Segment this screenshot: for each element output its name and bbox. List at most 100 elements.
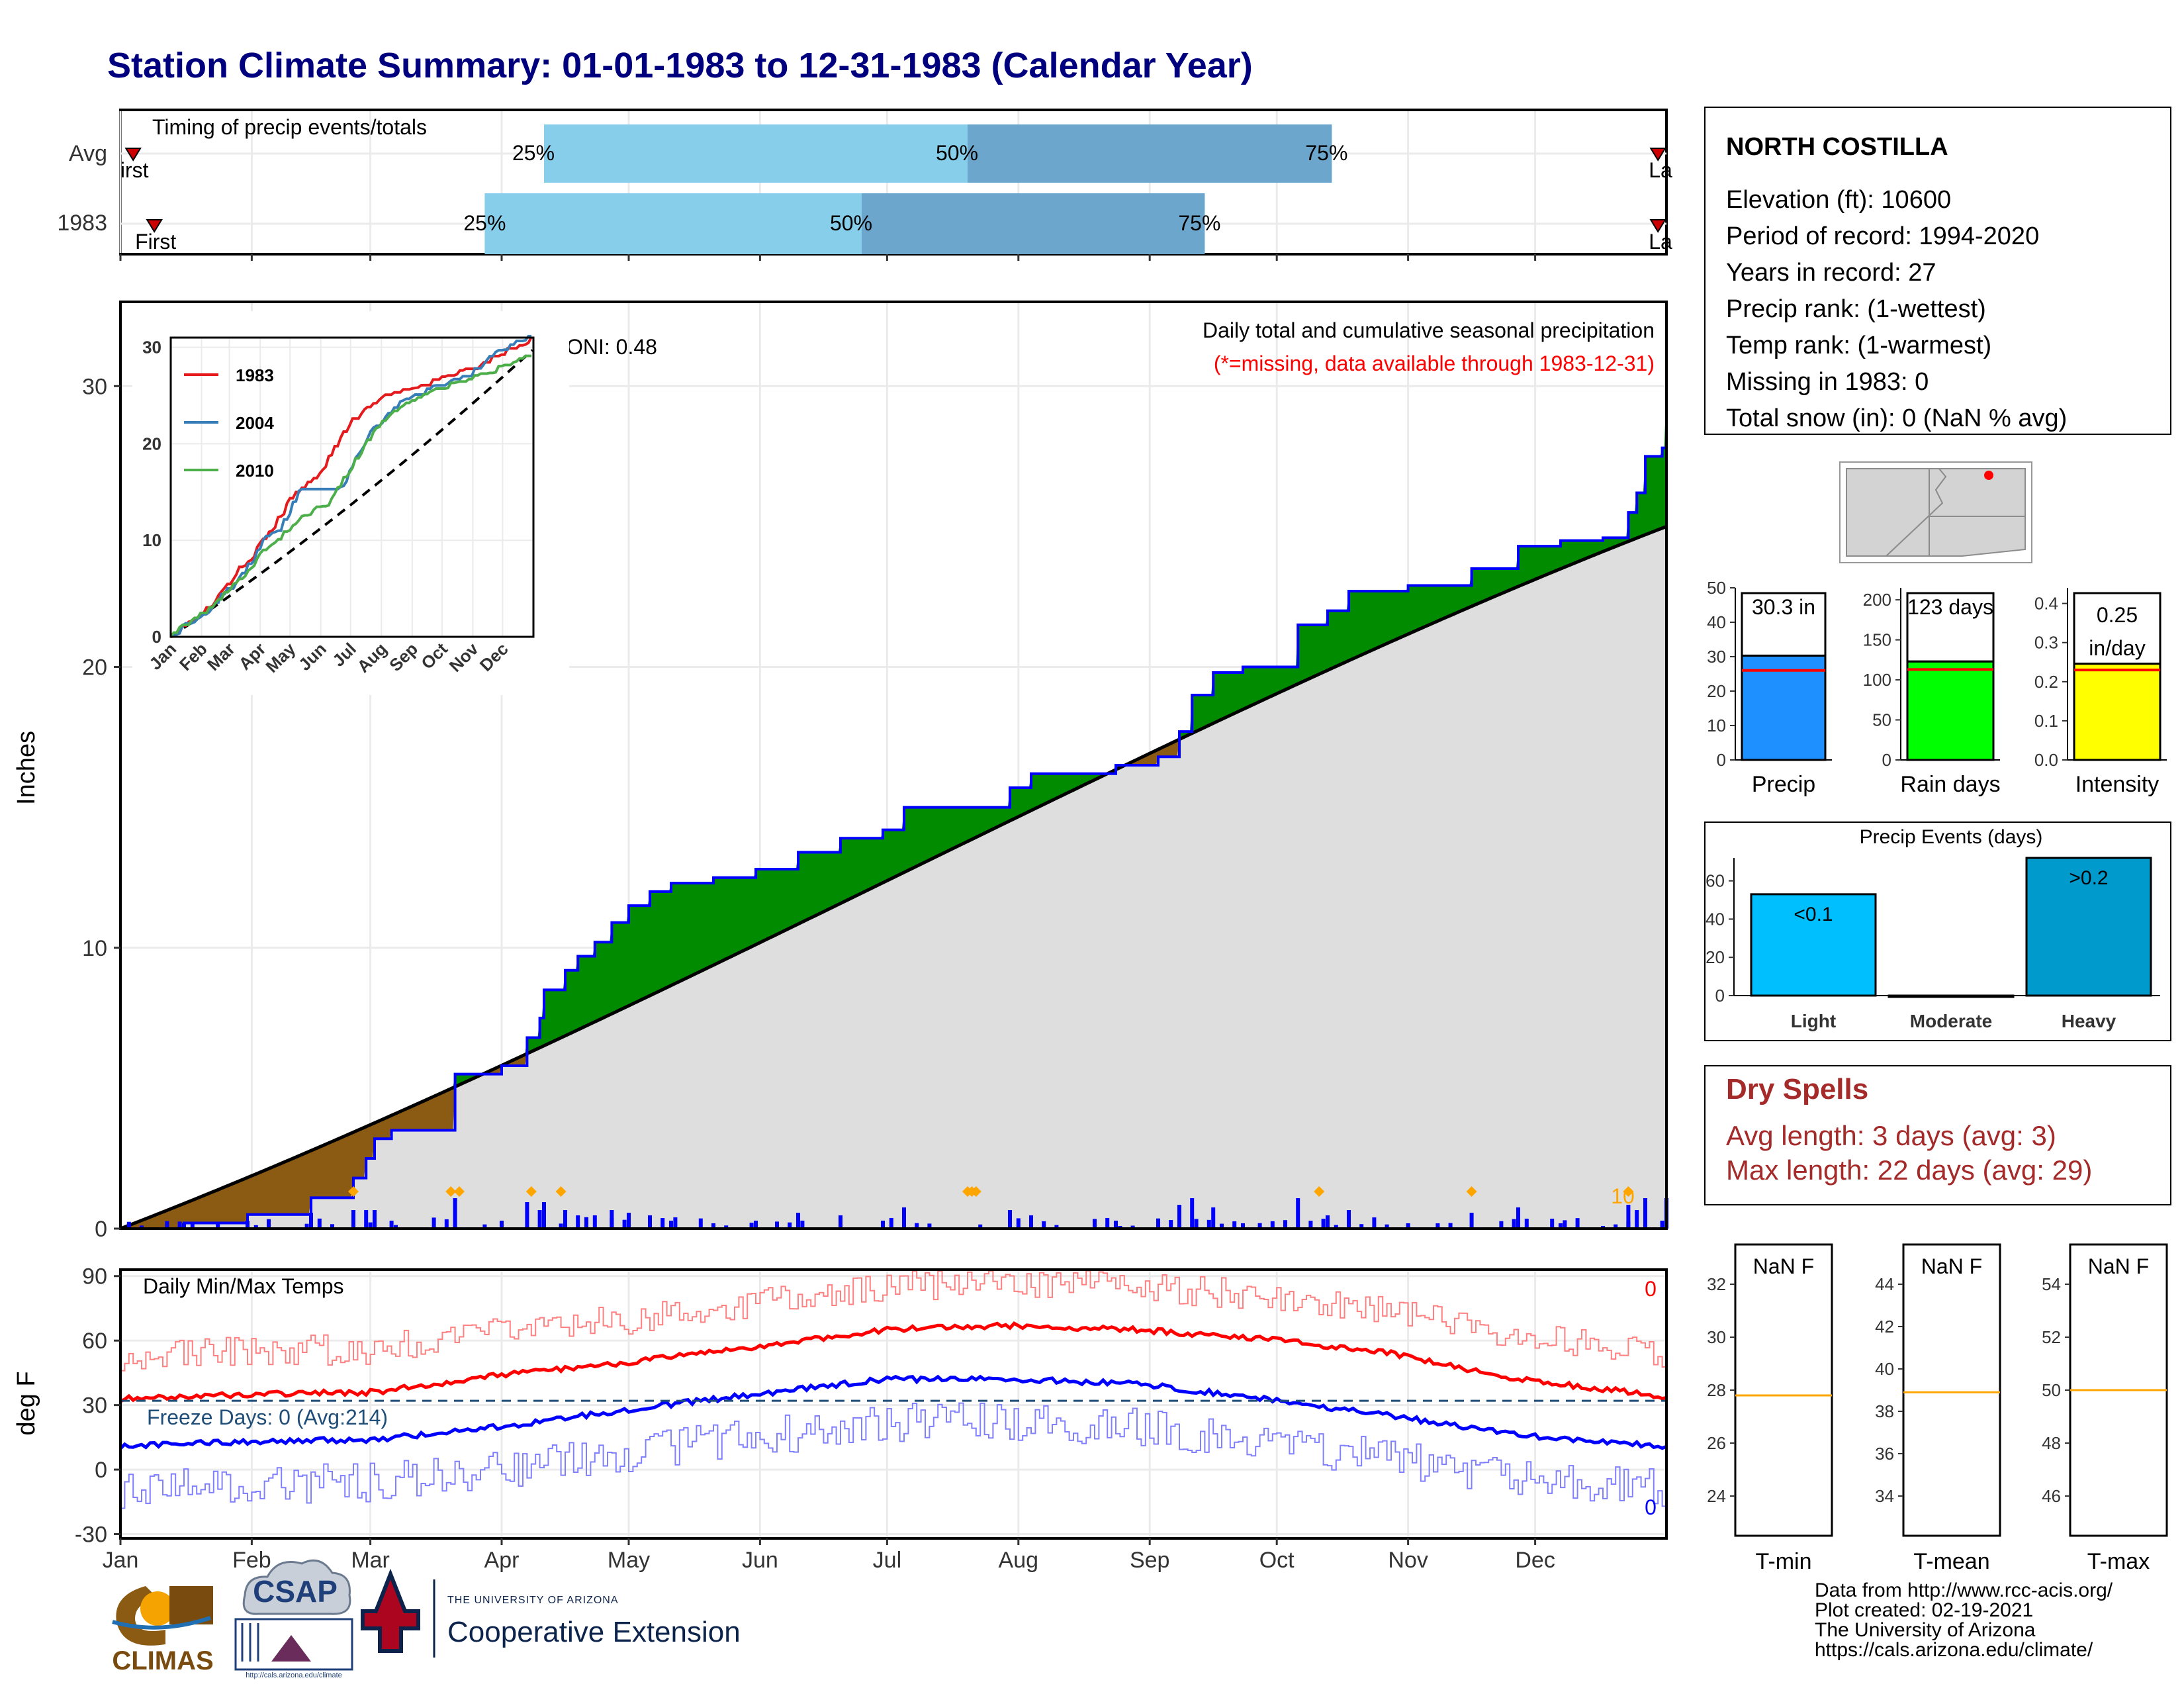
summary-value-box bbox=[1906, 592, 1995, 663]
station-name: NORTH COSTILLA bbox=[1726, 133, 1948, 161]
temp-box-ytick-label: 54 bbox=[2042, 1274, 2061, 1294]
summary-value-box bbox=[2073, 592, 2161, 665]
temp-box-ytick-label: 40 bbox=[1875, 1359, 1894, 1379]
events-bar-label: <0.1 bbox=[1794, 904, 1833, 925]
daily-precip-bar bbox=[364, 1210, 369, 1229]
month-label: Apr bbox=[484, 1548, 520, 1573]
daily-precip-bar bbox=[788, 1222, 792, 1229]
precip-panel: 0 10 20 30 Inches ONI: 0.48 Daily total and… bbox=[13, 301, 1668, 1242]
station-info-line: Years in record: 27 bbox=[1726, 259, 1936, 287]
month-label: Mar bbox=[351, 1548, 390, 1573]
daily-precip-bar bbox=[368, 1222, 373, 1229]
inset-series-2010 bbox=[169, 354, 531, 638]
daily-precip-bar bbox=[537, 1210, 542, 1229]
timing-pct-label: 50% bbox=[830, 211, 872, 235]
temp-box-label: T-min bbox=[1756, 1549, 1812, 1574]
dry-spells-box: Dry Spells Avg length: 3 days (avg: 3) M… bbox=[1704, 1065, 2171, 1205]
summary-ytick-label: 0 bbox=[1717, 750, 1726, 770]
extreme-event-marker bbox=[966, 1186, 978, 1197]
daily-precip-bar bbox=[1042, 1221, 1046, 1229]
temp-ytick-label: 90 bbox=[82, 1264, 107, 1289]
timing-bar-q3 bbox=[862, 193, 1205, 254]
timing-row-year: 1983 bbox=[57, 211, 107, 236]
month-label: Jun bbox=[742, 1548, 778, 1573]
average-min-temp-line bbox=[119, 1374, 1667, 1450]
summary-ytick-label: 100 bbox=[1863, 670, 1891, 690]
timing-pct-label: 75% bbox=[1178, 211, 1220, 235]
timing-pct-label: 25% bbox=[512, 141, 555, 165]
university-of-arizona-logo: THE UNIVERSITY OF ARIZONA Cooperative Ex… bbox=[361, 1568, 741, 1658]
month-label: Nov bbox=[1388, 1548, 1428, 1573]
events-ytick-label: 20 bbox=[1706, 947, 1725, 967]
timing-bar-q3 bbox=[968, 124, 1332, 183]
inset-chart: 0102030JanFebMarAprMayJunJulAugSepOctNov… bbox=[132, 311, 569, 695]
climas-logo: CLIMAS bbox=[112, 1586, 214, 1675]
dry-spells-title: Dry Spells bbox=[1726, 1073, 1868, 1105]
daily-precip-bar bbox=[800, 1220, 805, 1229]
precip-ylabel: Inches bbox=[13, 731, 40, 805]
temp-box-ytick-label: 26 bbox=[1707, 1433, 1726, 1453]
inset-ytick-label: 30 bbox=[142, 338, 161, 357]
daily-precip-bar bbox=[915, 1223, 919, 1229]
credit-line-4: https://cals.arizona.edu/climate/ bbox=[1815, 1639, 2093, 1661]
precip-ytick-label: 20 bbox=[82, 655, 107, 680]
month-label: Sep bbox=[1130, 1548, 1170, 1573]
precip-panel-title: Daily total and cumulative seasonal prec… bbox=[1203, 318, 1655, 342]
events-category-label: Moderate bbox=[1910, 1011, 1992, 1031]
last-event-marker bbox=[1649, 148, 1666, 162]
daily-precip-bar bbox=[1114, 1221, 1118, 1229]
timing-pct-label: 75% bbox=[1305, 141, 1347, 165]
inset-average-line bbox=[169, 349, 533, 638]
daily-precip-bar bbox=[1516, 1207, 1520, 1229]
temp-box-label: T-max bbox=[2087, 1549, 2150, 1574]
station-info-line: Total snow (in): 0 (NaN % avg) bbox=[1726, 404, 2067, 432]
timing-bar-q2 bbox=[544, 124, 968, 183]
daily-precip-bar bbox=[182, 1223, 186, 1229]
daily-precip-bar bbox=[576, 1215, 580, 1229]
dry-spells-max: Max length: 22 days (avg: 29) bbox=[1726, 1154, 2092, 1186]
daily-precip-bar bbox=[724, 1225, 729, 1229]
daily-precip-bar bbox=[317, 1218, 322, 1229]
inset-legend-1983: 1983 bbox=[236, 365, 274, 385]
temp-ytick-label: 60 bbox=[82, 1329, 107, 1354]
temp-ylabel: deg F bbox=[13, 1371, 40, 1435]
csap-logo: CSAP http://cals.arizona.edu/climate bbox=[234, 1559, 353, 1679]
inset-series-1983 bbox=[170, 336, 533, 638]
summary-ytick-label: 150 bbox=[1863, 630, 1891, 650]
summary-ytick-label: 20 bbox=[1707, 681, 1726, 701]
last-event-label: La bbox=[1649, 158, 1672, 182]
daily-precip-bar bbox=[1435, 1223, 1440, 1229]
daily-precip-bar bbox=[482, 1224, 487, 1229]
temp-box-t-mean bbox=[1902, 1243, 2001, 1537]
timing-row-avg: Avg bbox=[69, 141, 107, 166]
station-info-line: Period of record: 1994-2020 bbox=[1726, 222, 2039, 250]
daily-precip-bar bbox=[1372, 1217, 1377, 1229]
month-label: Dec bbox=[1515, 1548, 1555, 1573]
daily-precip-bar bbox=[1105, 1217, 1110, 1229]
daily-precip-bar bbox=[1270, 1221, 1275, 1229]
daily-precip-bar bbox=[1211, 1207, 1216, 1229]
ua-small-text: THE UNIVERSITY OF ARIZONA bbox=[447, 1595, 619, 1606]
precip-ytick-label: 30 bbox=[82, 374, 107, 399]
daily-precip-bar bbox=[881, 1221, 885, 1229]
daily-precip-bar bbox=[1575, 1218, 1580, 1229]
first-event-marker bbox=[124, 148, 142, 162]
daily-precip-bar bbox=[592, 1215, 597, 1229]
daily-precip-bar bbox=[1448, 1223, 1453, 1229]
month-label: Jul bbox=[873, 1548, 901, 1573]
temp-box-ytick-label: 36 bbox=[1875, 1444, 1894, 1464]
events-bar-label: >0.2 bbox=[2069, 867, 2108, 889]
summary-category-label: Intensity bbox=[2075, 772, 2160, 797]
events-category-label: Heavy bbox=[2062, 1011, 2116, 1031]
csap-logo-text: CSAP bbox=[253, 1574, 338, 1609]
daily-precip-bar bbox=[1093, 1219, 1097, 1229]
daily-precip-bar bbox=[351, 1210, 355, 1229]
last-event-label: La bbox=[1649, 230, 1672, 254]
first-event-label: First bbox=[135, 230, 176, 254]
summary-ytick-label: 50 bbox=[1872, 710, 1891, 730]
summary-bar-charts: 0 10 20 30 40 50 30.3 in Precip 0 50 100 150 200 123 … bbox=[1707, 578, 2167, 797]
daily-precip-bar bbox=[775, 1221, 779, 1229]
daily-precip-bar bbox=[927, 1223, 932, 1229]
temp-box-ytick-label: 44 bbox=[1875, 1274, 1894, 1294]
precip-panel-note: (*=missing, data available through 1983-… bbox=[1214, 352, 1655, 375]
